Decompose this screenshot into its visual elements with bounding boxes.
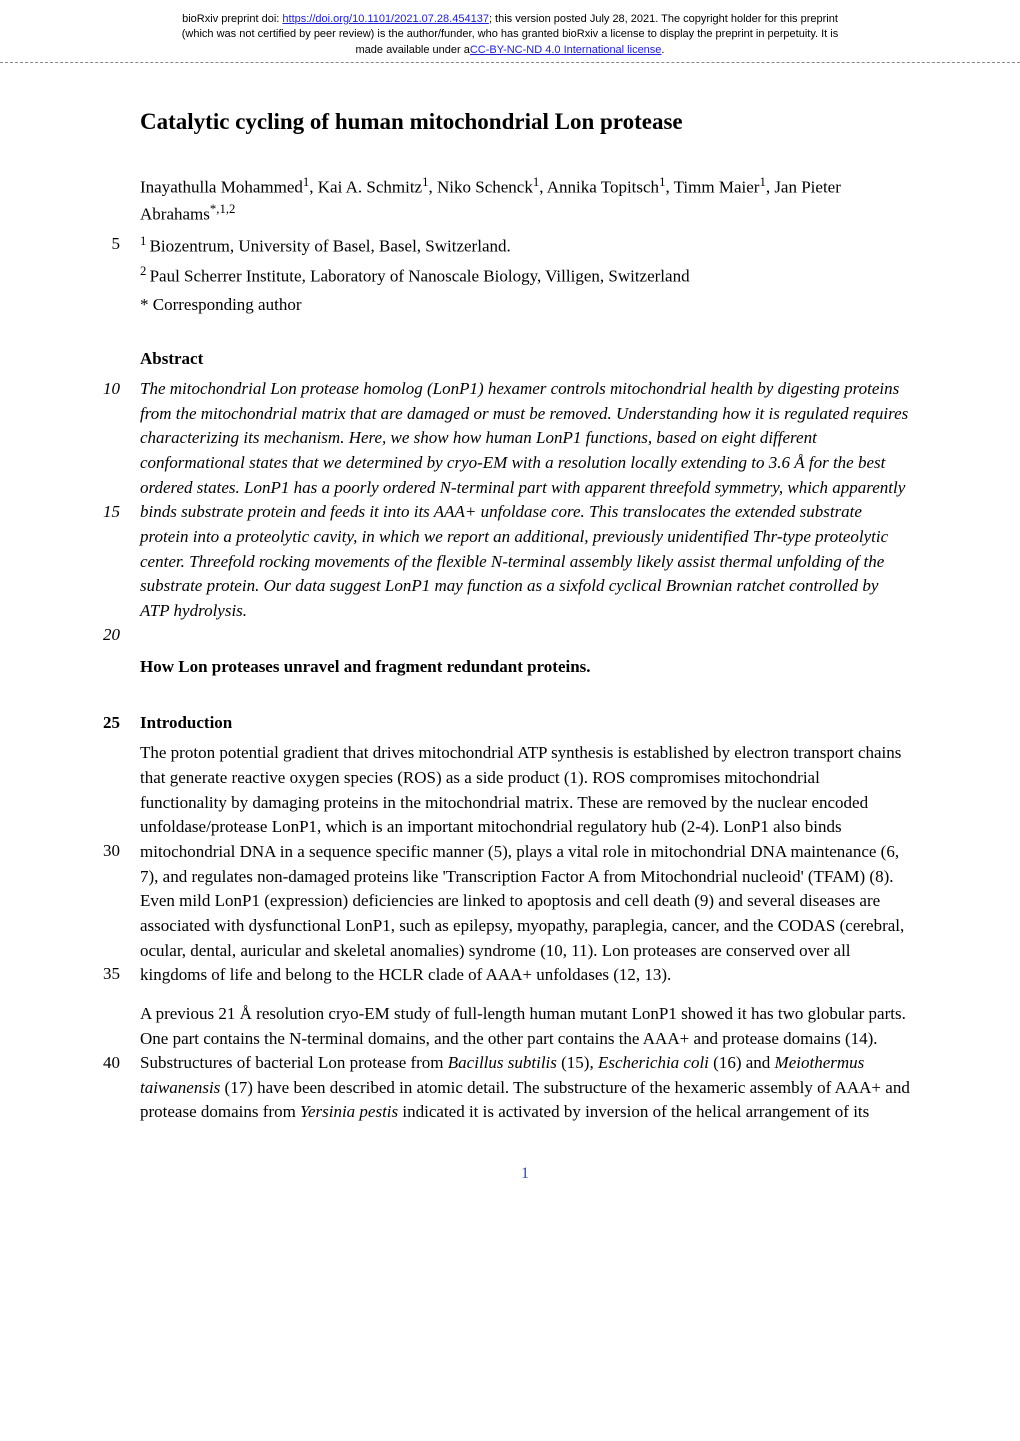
line-number-40: 40 [80, 1051, 120, 1076]
line-number-35: 35 [80, 962, 120, 987]
species-4: Yersinia pestis [300, 1102, 398, 1121]
page-content: Catalytic cycling of human mitochondrial… [0, 109, 1020, 1223]
p2-post: indicated it is activated by inversion o… [398, 1102, 869, 1121]
intro-para-1: 30 35 The proton potential gradient that… [140, 741, 910, 987]
corresponding-author: * Corresponding author [140, 295, 910, 315]
preprint-banner: bioRxiv preprint doi: https://doi.org/10… [0, 0, 1020, 63]
page-title: Catalytic cycling of human mitochondrial… [140, 109, 910, 135]
introduction-heading: 25 Introduction [140, 713, 910, 733]
species-2: Escherichia coli [598, 1053, 709, 1072]
p2-m1: (15), [557, 1053, 598, 1072]
introduction-heading-text: Introduction [140, 713, 232, 732]
abstract-heading: Abstract [140, 349, 910, 369]
affiliation-1-text: Biozentrum, University of Basel, Basel, … [150, 236, 511, 255]
line-number-15: 15 [80, 500, 120, 525]
doi-link[interactable]: https://doi.org/10.1101/2021.07.28.45413… [282, 13, 489, 25]
banner-line2: (which was not certified by peer review)… [182, 28, 838, 40]
abstract-body: The mitochondrial Lon protease homolog (… [140, 379, 908, 620]
affiliation-1: 5 1 Biozentrum, University of Basel, Bas… [140, 234, 910, 257]
authors-line: Inayathulla Mohammed1, Kai A. Schmitz1, … [140, 173, 910, 228]
line-number-25: 25 [80, 713, 120, 733]
banner-line1-pre: bioRxiv preprint doi: [182, 13, 282, 25]
line-number-30: 30 [80, 839, 120, 864]
affiliation-2-text: Paul Scherrer Institute, Laboratory of N… [150, 267, 690, 286]
intro-para-1-text: The proton potential gradient that drive… [140, 743, 904, 984]
license-link[interactable]: CC-BY-NC-ND 4.0 International license [470, 44, 662, 56]
page-number: 1 [140, 1165, 910, 1183]
p2-m2: (16) and [709, 1053, 775, 1072]
abstract-text: 10 15 20 The mitochondrial Lon protease … [140, 377, 910, 623]
affiliation-2: 2 Paul Scherrer Institute, Laboratory of… [140, 264, 910, 287]
intro-para-2: 40 A previous 21 Å resolution cryo-EM st… [140, 1002, 910, 1125]
line-number-5: 5 [80, 234, 120, 254]
line-number-10: 10 [80, 377, 120, 402]
banner-line3-pre: made available under a [356, 44, 470, 56]
line-number-20: 20 [80, 623, 120, 648]
banner-line1-post: ; this version posted July 28, 2021. The… [489, 13, 838, 25]
species-1: Bacillus subtilis [448, 1053, 557, 1072]
banner-line3-post: . [661, 44, 664, 56]
one-liner: How Lon proteases unravel and fragment r… [140, 657, 910, 677]
